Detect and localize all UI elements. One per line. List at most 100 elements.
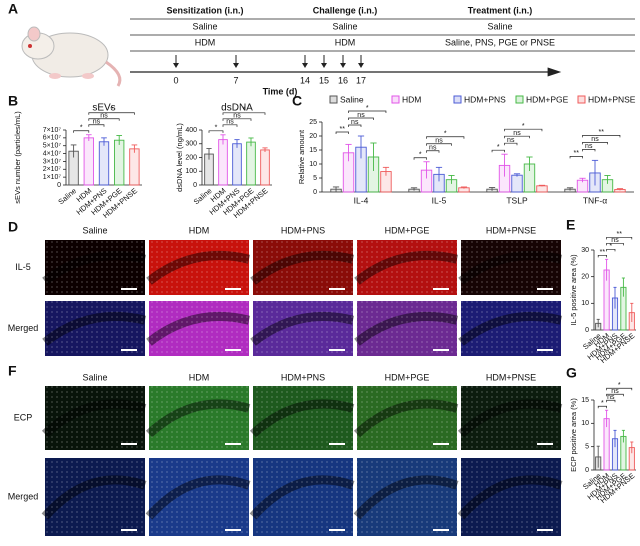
panel-label: F [8, 363, 17, 379]
dose-arrowhead [233, 63, 239, 68]
significance-label: ns [357, 112, 365, 119]
rat-illustration [21, 26, 122, 87]
y-tick-label: 30 [581, 247, 589, 254]
significance-label: ns [585, 143, 593, 150]
cell-texture [461, 386, 561, 450]
significance-label: ** [574, 150, 580, 157]
column-label: Saline [82, 372, 107, 382]
cell-texture [461, 240, 561, 295]
cell-texture [357, 240, 457, 295]
y-tick-label: 5 [313, 175, 317, 182]
significance-bracket [426, 143, 452, 146]
cell-texture [45, 458, 145, 536]
significance-label: ** [616, 231, 622, 238]
y-tick-label: 0 [57, 182, 61, 189]
cell-texture [357, 458, 457, 536]
y-tick-label: 0 [585, 467, 589, 474]
significance-bracket [582, 149, 596, 152]
x-tick-label: TSLP [506, 195, 528, 205]
column-label: HDM+PNS [281, 225, 325, 235]
significance-label: ** [340, 126, 346, 133]
day-label: 14 [300, 75, 310, 85]
cell-texture [253, 386, 353, 450]
dose-arrowhead [358, 63, 364, 68]
y-tick-label: 0 [585, 327, 589, 334]
column-label: HDM+PNS [281, 372, 325, 382]
significance-bracket [222, 112, 266, 115]
y-tick-label: 10 [309, 161, 317, 168]
significance-bracket [335, 131, 349, 134]
chart-title: sEVs [92, 103, 115, 114]
protocol-cell: Saline [487, 21, 512, 31]
significance-label: * [618, 382, 621, 389]
protocol-header: Treatment (i.n.) [468, 5, 533, 15]
dose-arrowhead [321, 63, 327, 68]
significance-bracket [222, 124, 238, 127]
legend-label: HDM [402, 94, 421, 104]
cell-texture [149, 386, 249, 450]
significance-bracket [504, 142, 518, 146]
panel-label: D [8, 219, 18, 235]
cell-texture [253, 301, 353, 356]
legend-swatch [329, 95, 338, 104]
dose-arrowhead [340, 63, 346, 68]
x-tick-label: IL-4 [354, 195, 369, 205]
bar [260, 149, 270, 186]
row-label: ECP [14, 412, 33, 422]
column-label: HDM+PNSE [486, 225, 536, 235]
significance-bracket [606, 387, 633, 391]
significance-bracket [208, 130, 224, 133]
significance-bracket [582, 142, 608, 145]
panel-label: G [566, 365, 577, 381]
y-tick-label: 7×10⁷ [43, 127, 62, 134]
y-axis-label: ECP positive area (%) [569, 398, 578, 472]
cell-texture [253, 240, 353, 295]
chart-title: dsDNA [221, 103, 253, 114]
legend-label: Saline [340, 94, 364, 104]
column-label: HDM+PGE [385, 372, 430, 382]
y-tick-label: 10 [581, 300, 589, 307]
cell-texture [253, 458, 353, 536]
bar [129, 148, 140, 186]
day-label: 16 [338, 75, 348, 85]
row-label: Merged [8, 491, 39, 501]
significance-bracket [606, 248, 616, 252]
y-tick-label: 100 [185, 168, 197, 175]
significance-label: ns [93, 119, 101, 126]
legend-swatch [391, 95, 400, 104]
significance-bracket [491, 149, 505, 153]
row-label: IL-5 [15, 262, 31, 272]
y-tick-label: 5×10⁷ [43, 143, 62, 150]
cell-texture [461, 301, 561, 356]
protocol-cell: Saline [192, 21, 217, 31]
y-axis-label: sEVs number (particles/mL) [13, 111, 22, 204]
y-tick-label: 6×10⁷ [43, 135, 62, 142]
day-label: 7 [233, 75, 238, 85]
dose-arrowhead [302, 63, 308, 68]
legend-label: HDM+PNSE [588, 94, 636, 104]
x-tick-label: IL-5 [432, 195, 447, 205]
significance-label: ns [607, 394, 615, 401]
significance-label: ns [513, 130, 521, 137]
significance-label: * [444, 131, 447, 138]
significance-label: ns [351, 119, 359, 126]
significance-label: * [243, 107, 246, 114]
y-tick-label: 25 [309, 119, 317, 126]
day-label: 15 [319, 75, 329, 85]
significance-label: * [609, 243, 612, 250]
significance-bracket [426, 150, 440, 153]
protocol-header: Sensitization (i.n.) [166, 5, 243, 15]
significance-bracket [88, 112, 135, 115]
column-label: HDM [189, 372, 210, 382]
significance-bracket [504, 128, 543, 132]
significance-label: * [419, 152, 422, 159]
significance-label: ns [233, 113, 241, 120]
significance-label: ** [600, 249, 606, 256]
significance-bracket [606, 399, 616, 403]
significance-label: * [80, 125, 83, 132]
y-tick-label: 3×10⁷ [43, 158, 62, 165]
significance-bracket [348, 124, 362, 127]
cell-texture [45, 301, 145, 356]
panel-label: E [566, 217, 575, 233]
y-tick-label: 200 [185, 154, 197, 161]
